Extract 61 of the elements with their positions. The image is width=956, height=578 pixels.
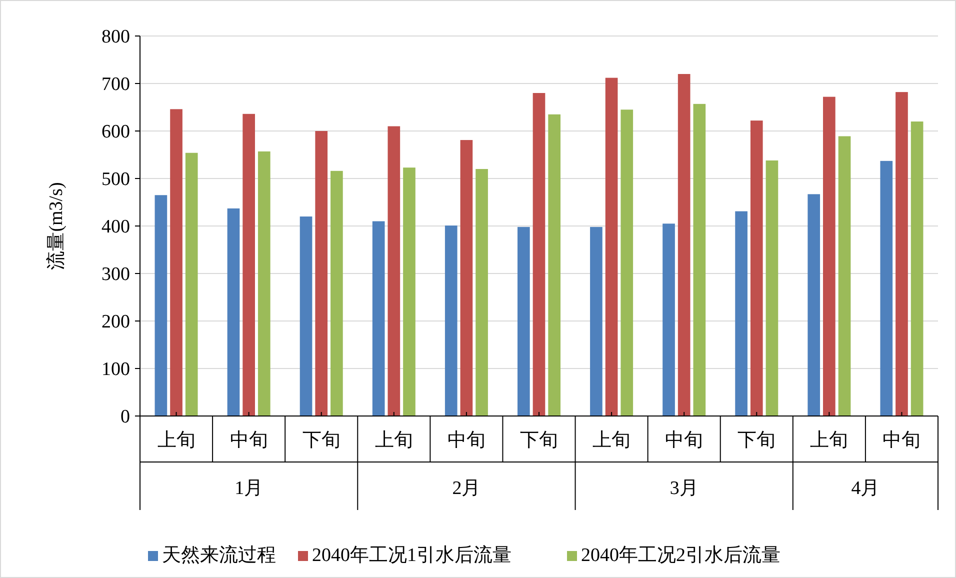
y-axis-title: 流量(m3/s) — [45, 182, 67, 270]
x-tick-label: 上旬 — [810, 430, 848, 451]
y-tick-label: 100 — [102, 359, 130, 380]
bar — [258, 151, 270, 416]
bar — [750, 120, 763, 416]
x-tick-label: 上旬 — [374, 430, 413, 451]
bar — [532, 93, 546, 416]
y-tick-label: 500 — [102, 169, 130, 190]
x-tick-label: 中旬 — [447, 430, 486, 451]
bar — [315, 131, 328, 416]
text: 2月 — [452, 478, 481, 499]
bar — [300, 216, 312, 416]
bar — [838, 136, 851, 416]
x-tick-label: 下旬 — [302, 430, 340, 451]
bar — [242, 114, 255, 416]
y-tick-label: 800 — [102, 26, 130, 48]
bar — [605, 78, 618, 416]
x-tick-label: 中旬 — [882, 430, 921, 451]
bar — [735, 211, 748, 416]
bar — [330, 170, 343, 416]
y-tick-label: 300 — [102, 264, 130, 286]
y-tick-label: 400 — [102, 216, 130, 238]
bar — [620, 110, 634, 416]
x-tick-label: 上旬 — [157, 430, 196, 451]
y-tick-label: 0 — [120, 406, 130, 428]
bar — [823, 96, 836, 416]
bar — [518, 226, 530, 416]
bar — [388, 126, 400, 416]
bar — [808, 194, 820, 416]
x-tick-label: 中旬 — [230, 430, 268, 451]
bar — [476, 169, 488, 416]
y-tick-label: 700 — [102, 74, 130, 96]
text: 1月 — [234, 478, 264, 499]
bar — [372, 221, 385, 416]
y-tick-label: 600 — [102, 122, 130, 143]
bar — [910, 122, 924, 416]
bar — [548, 114, 560, 416]
bar — [170, 109, 182, 416]
bar — [460, 140, 473, 416]
legend-label: 2040年工况2引水后流量 — [581, 544, 780, 566]
text: 4月 — [851, 478, 880, 499]
bar — [896, 92, 908, 416]
y-tick-label: 200 — [102, 312, 130, 333]
bar — [880, 160, 893, 416]
x-tick-label: 下旬 — [520, 430, 558, 451]
bar — [154, 195, 168, 416]
bar — [403, 168, 416, 416]
bar — [693, 104, 706, 416]
bar — [185, 152, 198, 416]
x-tick-label: 上旬 — [592, 430, 631, 451]
text: 3月 — [670, 478, 698, 499]
legend-label: 2040年工况1引水后流量 — [312, 544, 512, 566]
x-tick-label: 下旬 — [738, 430, 776, 451]
bar — [662, 224, 675, 416]
bar — [590, 226, 602, 416]
x-tick-label: 中旬 — [665, 430, 704, 451]
legend-label: 天然来流过程 — [162, 544, 276, 566]
bar — [678, 74, 690, 416]
bar — [227, 208, 240, 416]
bar — [444, 226, 458, 416]
bar — [766, 160, 778, 416]
